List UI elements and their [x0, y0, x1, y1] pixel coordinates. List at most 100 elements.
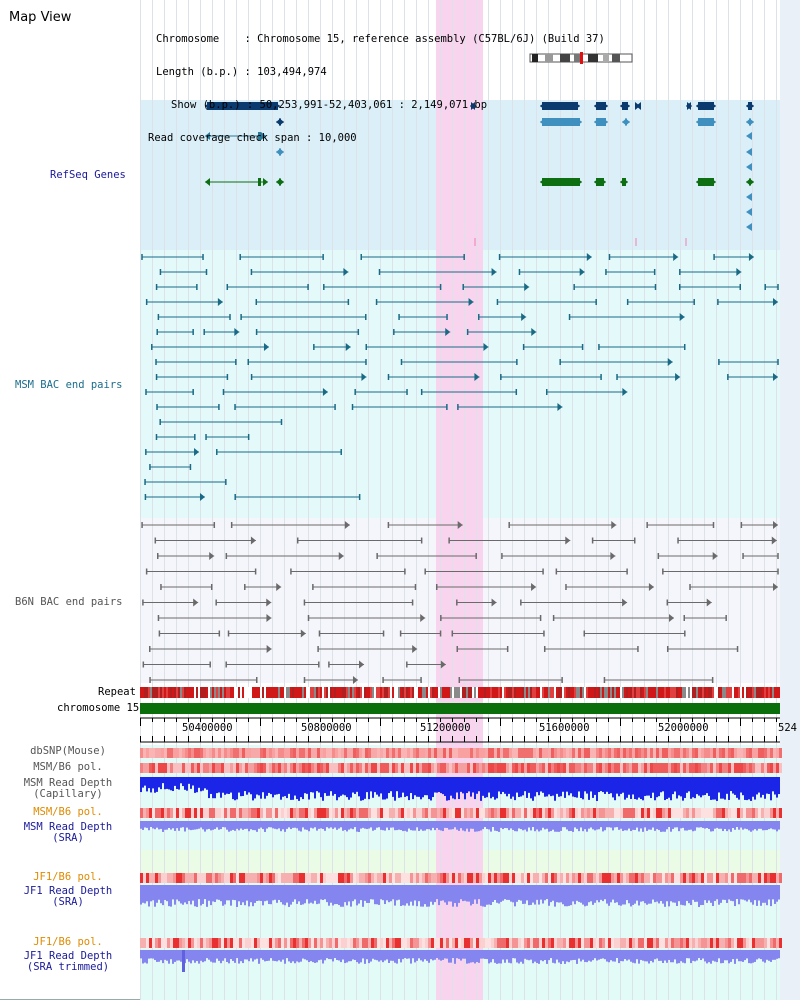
dbsnp-cell	[515, 748, 518, 758]
track-label-msm-b6-pol-2[interactable]: MSM/B6 pol.	[33, 806, 103, 818]
msm-capillary-depth-bar	[664, 777, 666, 801]
jf1-trim-depth-bar	[424, 950, 426, 960]
msm-sra-depth-bar	[244, 821, 246, 829]
repeat-segment	[556, 687, 558, 698]
track-label-chromosome[interactable]: chromosome 15	[57, 702, 140, 714]
jf1-sra-depth-bar	[448, 885, 450, 902]
msm-capillary-depth-bar	[618, 777, 620, 797]
msm-pol-cell	[737, 763, 740, 773]
track-label-b6n-bac[interactable]: B6N BAC end pairs	[15, 596, 123, 608]
track-label-msm-depth-sra[interactable]: MSM Read Depth (SRA)	[0, 822, 136, 844]
msm-capillary-depth-bar	[654, 777, 656, 801]
jf1-pol-cell	[215, 873, 218, 883]
track-label-jf1-pol-1[interactable]: JF1/B6 pol.	[33, 871, 103, 883]
repeat-segment	[456, 687, 458, 698]
jf1-sra-depth-bar	[370, 885, 372, 900]
track-label-jf1-pol-2[interactable]: JF1/B6 pol.	[33, 936, 103, 948]
msm-pol-cell	[593, 763, 596, 773]
msm-capillary-depth-bar	[288, 777, 290, 794]
repeat-segment	[662, 687, 664, 698]
jf1-pol2-cell	[728, 938, 731, 948]
jf1-trim-depth-bar	[694, 950, 696, 962]
msm-pol-cell	[668, 763, 671, 773]
track-label-msm-bac[interactable]: MSM BAC end pairs	[15, 379, 123, 391]
msm-capillary-depth-bar	[576, 777, 578, 798]
b6n-bac-arrow	[706, 598, 712, 607]
dbsnp-cell	[368, 748, 371, 758]
jf1-trim-depth-bar	[268, 950, 270, 961]
repeat-segment	[282, 687, 284, 698]
b6n-bac-arrow	[412, 645, 418, 653]
msm-pol-cell	[578, 763, 581, 773]
track-label-dbsnp[interactable]: dbSNP(Mouse)	[30, 745, 106, 757]
msm-pol2-cell	[578, 808, 581, 818]
msm-pol2-cell	[584, 808, 587, 818]
dbsnp-cell	[734, 748, 737, 758]
msm-capillary-depth-bar	[454, 777, 456, 800]
jf1-sra-depth-bar	[488, 885, 490, 905]
jf1-pol2-cell	[218, 938, 221, 948]
jf1-sra-depth-bar	[292, 885, 294, 902]
msm-pol-cell	[149, 763, 152, 773]
jf1-pol2-cell	[155, 938, 158, 948]
jf1-pol2-cell	[695, 938, 698, 948]
repeat-segment	[146, 687, 148, 698]
track-label-msm-depth-capillary[interactable]: MSM Read Depth (Capillary)	[0, 778, 136, 800]
track-label-jf1-depth-trimmed[interactable]: JF1 Read Depth (SRA trimmed)	[0, 951, 136, 973]
msm-sra-depth-bar	[228, 821, 230, 832]
msm-pol-cell	[635, 763, 638, 773]
track-label-jf1-depth-sra[interactable]: JF1 Read Depth (SRA)	[0, 886, 136, 908]
msm-capillary-depth-bar	[328, 777, 330, 796]
jf1-trim-depth-bar	[190, 950, 192, 964]
repeat-segment	[252, 687, 254, 698]
repeat-segment	[672, 687, 674, 698]
dbsnp-cell	[461, 748, 464, 758]
track-label-repeat[interactable]: Repeat	[98, 686, 136, 698]
msm-capillary-depth-bar	[622, 777, 624, 793]
jf1-trim-depth-bar	[526, 950, 528, 960]
jf1-pol2-cell	[443, 938, 446, 948]
msm-sra-depth-bar	[696, 821, 698, 828]
jf1-sra-depth-bar	[290, 885, 292, 905]
jf1-pol2-cell	[494, 938, 497, 948]
repeat-segment	[378, 687, 380, 698]
repeat-segment	[348, 687, 350, 698]
msm-capillary-depth-bar	[202, 777, 204, 791]
dbsnp-cell	[776, 748, 779, 758]
dbsnp-cell	[530, 748, 533, 758]
jf1-pol2-cell	[332, 938, 335, 948]
jf1-pol-cell	[368, 873, 371, 883]
jf1-pol-cell	[476, 873, 479, 883]
jf1-pol-cell	[539, 873, 542, 883]
msm-capillary-depth-bar	[378, 777, 380, 797]
dbsnp-cell	[494, 748, 497, 758]
jf1-sra-depth-bar	[688, 885, 690, 904]
repeat-segment	[262, 687, 264, 698]
msm-capillary-depth-bar	[162, 777, 164, 784]
msm-capillary-depth-bar	[562, 777, 564, 792]
msm-pol2-cell	[305, 808, 308, 818]
gene-exon	[542, 102, 578, 110]
track-label-refseq[interactable]: RefSeq Genes	[50, 169, 126, 181]
repeat-segment	[238, 687, 240, 698]
repeat-segment	[444, 687, 446, 698]
dbsnp-cell	[467, 748, 470, 758]
track-label-msm-b6-pol-1[interactable]: MSM/B6 pol.	[33, 761, 103, 773]
repeat-segment	[368, 687, 370, 698]
jf1-sra-depth-bar	[234, 885, 236, 901]
dbsnp-cell	[509, 748, 512, 758]
jf1-pol2-cell	[656, 938, 659, 948]
jf1-pol-cell	[305, 873, 308, 883]
msm-capillary-depth-bar	[710, 777, 712, 800]
msm-bac-arrow	[622, 388, 628, 396]
msm-capillary-depth-bar	[608, 777, 610, 794]
msm-capillary-depth-bar	[656, 777, 658, 798]
msm-capillary-depth-bar	[402, 777, 404, 793]
dbsnp-cell	[176, 748, 179, 758]
jf1-trim-depth-bar	[656, 950, 658, 959]
msm-sra-depth-bar	[440, 821, 442, 831]
jf1-sra-depth-bar	[186, 885, 188, 905]
msm-sra-depth-bar	[580, 821, 582, 828]
jf1-trim-depth-bar	[630, 950, 632, 962]
